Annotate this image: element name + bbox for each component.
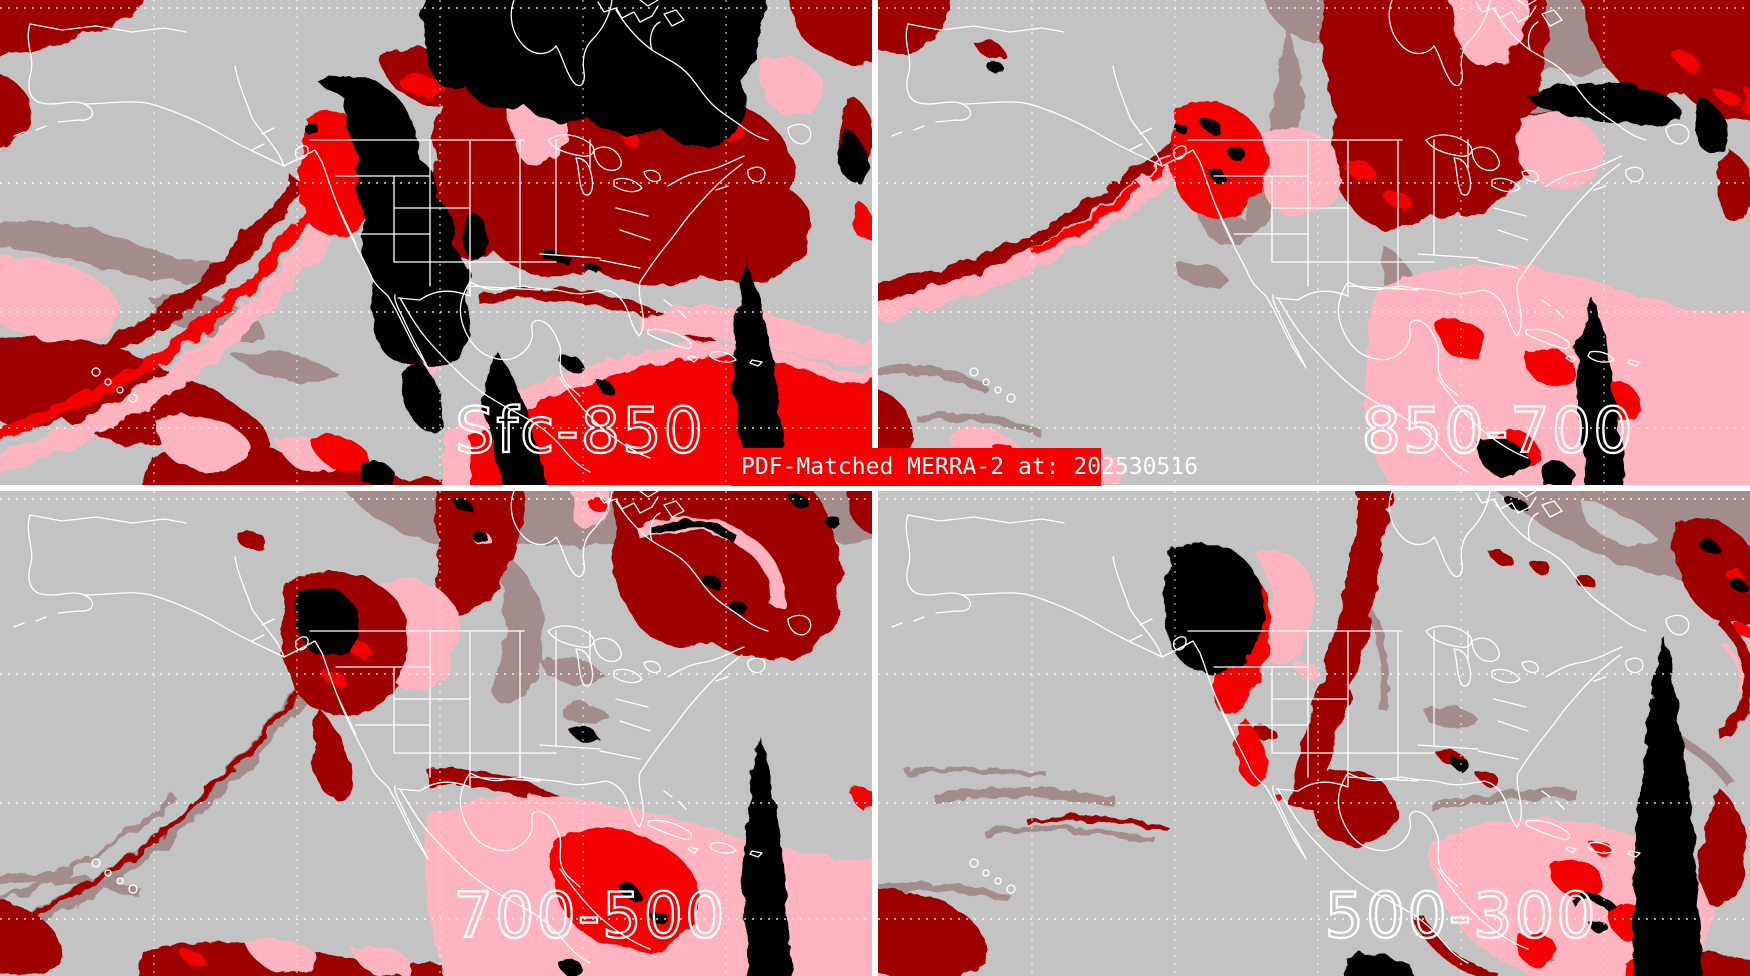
map-canvas-700-500: 700-500 (0, 491, 872, 976)
panel-500-300: 500-300 (878, 491, 1750, 976)
panel-label-700-500: 700-500 (453, 879, 726, 952)
panel-label-500-300: 500-300 (1324, 879, 1597, 952)
panel-sfc-850: Sfc-850 (0, 0, 872, 485)
banner-highlight (731, 448, 1101, 486)
banner-text: PDF-Matched MERRA-2 at: 202530516 (741, 454, 1198, 480)
map-canvas-850-700: 850-700 (878, 0, 1750, 485)
panel-850-700: 850-700 (878, 0, 1750, 485)
panel-label-850-700: 850-700 (1361, 394, 1634, 467)
panel-label-sfc-850: Sfc-850 (455, 394, 705, 467)
map-canvas-sfc-850: Sfc-850 (0, 0, 872, 485)
humidity-field-700-500 (0, 491, 872, 976)
humidity-field-500-300 (878, 491, 1750, 976)
map-canvas-500-300: 500-300 (878, 491, 1750, 976)
panel-700-500: 700-500 (0, 491, 872, 976)
